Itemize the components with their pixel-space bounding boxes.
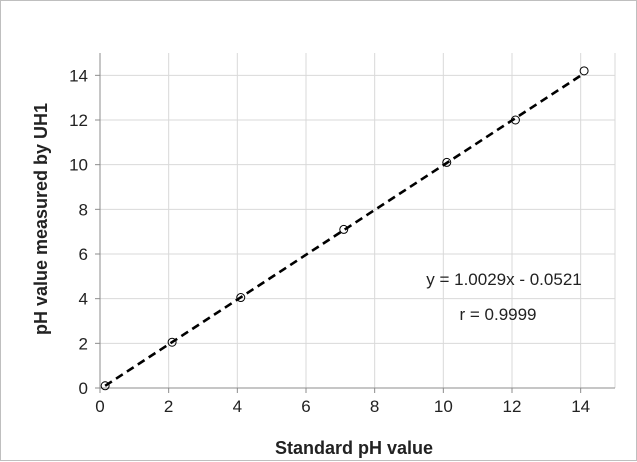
x-tick-label: 2 bbox=[164, 397, 173, 416]
y-tick-label: 8 bbox=[79, 200, 88, 219]
data-point bbox=[442, 157, 452, 167]
x-tick-label: 10 bbox=[434, 397, 453, 416]
data-point bbox=[579, 66, 589, 76]
x-tick-label: 8 bbox=[370, 397, 379, 416]
x-tick-label: 6 bbox=[301, 397, 310, 416]
y-tick-label: 4 bbox=[79, 290, 88, 309]
x-tick-label: 12 bbox=[503, 397, 522, 416]
data-point bbox=[510, 115, 520, 125]
data-points bbox=[100, 66, 589, 391]
y-axis-title: pH value measured by UH1 bbox=[31, 103, 51, 335]
y-tick-label: 6 bbox=[79, 245, 88, 264]
y-tick-label: 2 bbox=[79, 334, 88, 353]
x-tick-label: 14 bbox=[571, 397, 590, 416]
x-axis-title: Standard pH value bbox=[275, 438, 433, 458]
y-tick-labels: 0 2 4 6 8 10 12 14 bbox=[69, 66, 100, 398]
correlation-value: r = 0.9999 bbox=[459, 305, 536, 324]
data-point bbox=[167, 337, 177, 347]
axes bbox=[99, 53, 615, 389]
y-tick-label: 0 bbox=[79, 379, 88, 398]
data-point bbox=[100, 381, 110, 391]
y-tick-label: 10 bbox=[69, 156, 88, 175]
grid-lines bbox=[100, 53, 616, 388]
trendline-equation: y = 1.0029x - 0.0521 bbox=[426, 270, 581, 289]
y-tick-label: 12 bbox=[69, 111, 88, 130]
data-point bbox=[339, 224, 349, 234]
y-tick-label: 14 bbox=[69, 66, 88, 85]
x-tick-label: 4 bbox=[233, 397, 242, 416]
x-tick-label: 0 bbox=[95, 397, 104, 416]
trendline bbox=[104, 72, 585, 387]
x-tick-labels: 0 2 4 6 8 10 12 14 bbox=[95, 388, 590, 416]
data-point bbox=[236, 293, 246, 303]
trendline-group bbox=[104, 72, 585, 387]
